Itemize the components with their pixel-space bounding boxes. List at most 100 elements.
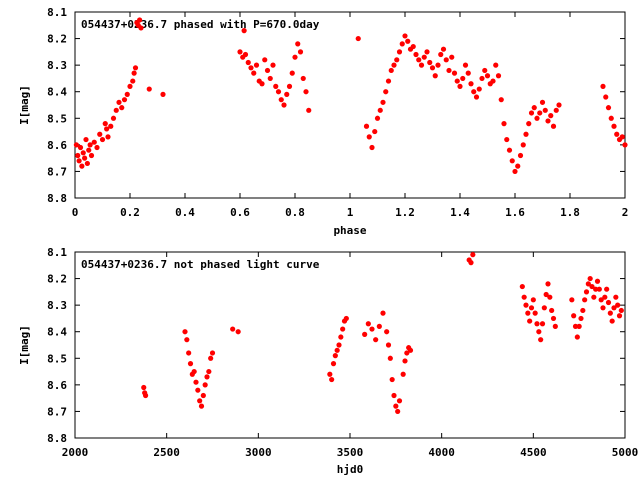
data-point [607, 310, 613, 316]
data-point [82, 155, 88, 161]
data-point [300, 75, 306, 82]
data-point [130, 78, 136, 84]
data-point [332, 353, 338, 359]
data-point [327, 371, 333, 377]
data-point [391, 62, 397, 68]
data-point [574, 334, 580, 340]
data-point [552, 323, 558, 329]
chart-title: 054437+0236.7 not phased light curve [81, 258, 320, 271]
data-point [104, 126, 110, 132]
x-axis-label: phase [333, 224, 366, 237]
data-point [105, 134, 111, 140]
data-point [501, 121, 507, 127]
data-point [614, 131, 620, 137]
data-point [523, 302, 529, 308]
x-tick-label: 1.2 [395, 206, 415, 219]
data-point [440, 46, 447, 52]
data-point [578, 315, 584, 322]
data-point [598, 297, 604, 303]
data-point [572, 323, 579, 329]
data-point [383, 89, 389, 95]
data-point [504, 136, 510, 143]
data-point [608, 115, 614, 121]
data-point [605, 299, 612, 306]
data-point [200, 392, 206, 399]
y-axis-label: I[mag] [18, 325, 31, 365]
data-point [527, 318, 533, 324]
data-point [585, 281, 591, 287]
data-point [391, 392, 397, 399]
chart-title: 054437+0236.7 phased with P=670.0day [81, 18, 320, 31]
data-point [84, 160, 90, 167]
data-point [292, 54, 298, 60]
y-tick-label: 8.7 [47, 405, 67, 418]
y-tick-label: 8.1 [47, 6, 67, 19]
data-point [520, 142, 526, 148]
data-point [482, 67, 488, 74]
data-point [582, 297, 588, 303]
data-point [449, 54, 455, 60]
data-point [476, 86, 482, 92]
data-point [530, 297, 536, 303]
data-point [80, 150, 86, 156]
data-point [556, 102, 562, 108]
data-point [206, 368, 212, 375]
x-tick-group: 0 0.2 0.4 0.6 0.8 1 1.2 1.4 1.6 1.8 2 [72, 12, 629, 219]
data-point [468, 81, 474, 87]
data-point [110, 115, 117, 121]
data-point [429, 65, 436, 71]
data-point [611, 123, 617, 129]
data-point [548, 113, 554, 119]
plot-frame [74, 251, 626, 439]
data-point [270, 62, 276, 68]
x-tick-label: 2500 [153, 446, 180, 459]
data-point [230, 326, 236, 332]
data-point [473, 94, 480, 100]
data-point [542, 107, 548, 113]
data-point [605, 105, 612, 111]
data-point [251, 70, 257, 76]
x-tick-label: 0 [72, 206, 79, 219]
data-point [245, 59, 251, 66]
data-point [374, 115, 381, 121]
data-point [471, 89, 477, 95]
x-tick-label: 0.6 [230, 206, 250, 219]
data-point [615, 302, 621, 308]
y-tick-label: 8.5 [47, 112, 67, 125]
x-axis-label: hjd0 [337, 463, 364, 476]
data-point [132, 65, 139, 71]
data-point [77, 144, 84, 151]
data-point [127, 83, 133, 89]
data-point [410, 43, 416, 50]
data-point [369, 326, 375, 332]
data-point [531, 105, 537, 111]
data-point [538, 337, 544, 343]
data-point [329, 376, 335, 383]
data-point [427, 59, 433, 66]
x-tick-label: 0.2 [120, 206, 140, 219]
data-point [424, 49, 430, 55]
y-axis-label: I[mag] [18, 85, 31, 125]
data-point [186, 350, 192, 356]
data-point [373, 337, 379, 343]
data-point [407, 347, 414, 353]
data-point [75, 152, 81, 159]
data-point [202, 382, 208, 388]
data-point [187, 361, 194, 367]
data-point [387, 355, 393, 361]
data-point [583, 289, 590, 295]
data-point [330, 361, 337, 367]
x-tick-label: 2 [622, 206, 629, 219]
data-point [622, 142, 628, 148]
data-point [515, 163, 521, 169]
data-point [569, 297, 575, 303]
y-tick-label: 8.3 [47, 59, 67, 72]
data-point [124, 91, 130, 97]
data-point [512, 168, 518, 175]
data-point [362, 331, 368, 337]
data-point [264, 67, 271, 74]
data-point [275, 89, 282, 95]
data-point [388, 67, 394, 74]
data-point [184, 337, 190, 343]
